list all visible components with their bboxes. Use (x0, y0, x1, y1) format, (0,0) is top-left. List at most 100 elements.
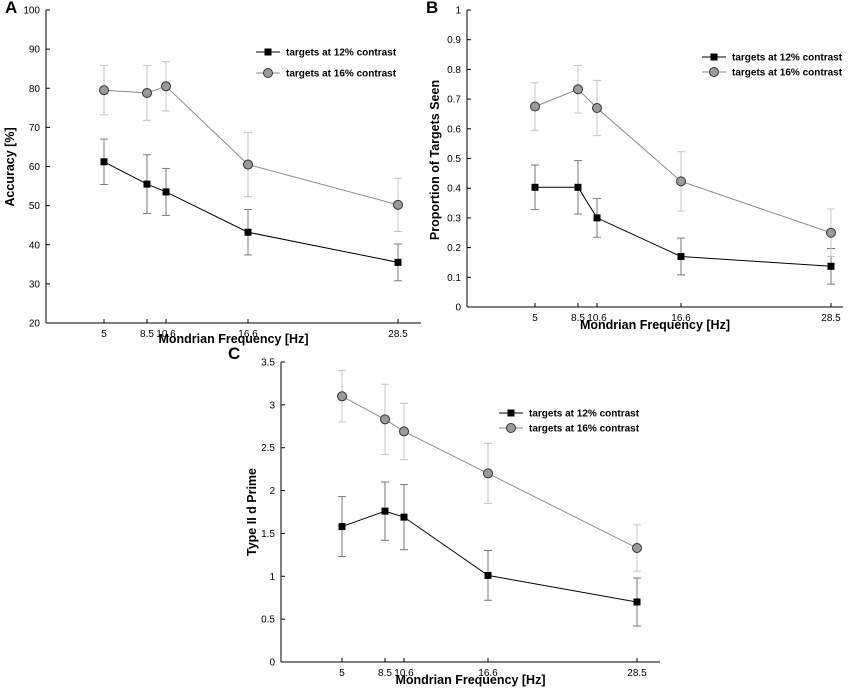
panel-a-y-tick-label: 70 (29, 123, 41, 134)
panel-a-series-12pct-point (100, 158, 108, 166)
panel-c-x-axis-label: Mondrian Frequency [Hz] (395, 673, 545, 687)
panel-c-series-12pct-point (633, 598, 641, 606)
panel-c-y-axis-label: Type II d Prime (245, 468, 259, 556)
panel-c-series-12pct-point (381, 507, 389, 515)
panel-b-series-16pct-point (573, 84, 583, 95)
panel-a-series-12pct-line (103, 161, 399, 263)
panel-b-x-tick-label: 16.6 (671, 313, 691, 324)
panel-b-x-tick-label: 8.5 (571, 313, 585, 324)
panel-c-y-tick-label: 2 (269, 486, 275, 497)
panel-a-series-12pct-point (143, 180, 151, 188)
panel-label-a: A (5, 0, 18, 17)
panel-a-series-16pct-legend-marker (263, 68, 273, 78)
panel-a-y-tick-label: 50 (29, 201, 41, 212)
panel-a-series-12pct-point (394, 258, 402, 266)
panel-c-y-tick-label: 3.5 (261, 358, 275, 369)
panel-c-series-16pct-point (380, 414, 390, 425)
panel-a-x-tick-label: 28.5 (388, 329, 408, 340)
panel-c-x-tick-label: 8.5 (378, 668, 392, 679)
panel-c-series-16pct-point (399, 426, 409, 437)
panel-c-y-tick-label: 0.5 (261, 615, 275, 626)
panel-c-chart: 0 0.5 1 1.5 2 2.5 3 3.5 5 8.5 10.6 16.6 28.5 Mondrian… (245, 358, 660, 687)
panel-a-series-16pct-point (99, 85, 109, 96)
panel-c-series-12pct-point (484, 571, 492, 579)
panel-c-series-16pct-legend-label: targets at 16% contrast (529, 424, 640, 435)
panel-b-y-axis-label: Proportion of Targets Seen (428, 80, 442, 240)
panel-b-y-tick-label: 0.8 (447, 65, 461, 76)
panel-b-series-16pct-legend-marker (709, 67, 719, 77)
panel-a-series-12pct-legend-label: targets at 12% contrast (286, 48, 397, 59)
panel-c-series-12pct-point (338, 523, 346, 531)
panel-b-series-16pct-point (592, 103, 602, 114)
panel-b-series-16pct-point (530, 101, 540, 112)
panel-c-series-16pct-legend-marker (506, 423, 516, 433)
panel-b-x-tick-label: 10.6 (587, 313, 607, 324)
panel-c-series-12pct-legend-marker (507, 409, 515, 417)
panel-a-y-axis-label: Accuracy [%] (3, 127, 17, 206)
panel-a-y-tick-label: 40 (29, 240, 41, 251)
panel-a-series-16pct-point (161, 81, 171, 92)
panel-a-y-tick-label: 80 (29, 84, 41, 95)
panel-b-x-tick-label: 5 (532, 313, 538, 324)
panel-a-series-12pct-legend-marker (264, 48, 272, 56)
panel-a-y-tick-label: 30 (29, 279, 41, 290)
panel-c-series-12pct-legend-label: targets at 12% contrast (529, 409, 640, 420)
panel-b-x-axis-label: Mondrian Frequency [Hz] (580, 318, 730, 332)
panel-b-y-tick-label: 0.3 (447, 213, 461, 224)
panel-a-series-16pct-legend-label: targets at 16% contrast (286, 69, 397, 80)
panel-c-y-tick-label: 1.5 (261, 529, 275, 540)
panel-c-x-tick-label: 28.5 (627, 668, 647, 679)
panel-c-x-tick-label: 16.6 (478, 668, 498, 679)
panel-a-y-tick-label: 100 (23, 6, 40, 17)
panel-b-series-16pct-point (826, 227, 836, 238)
panel-c-y-tick-label: 3 (269, 400, 275, 411)
panel-c-y-tick-label: 0 (269, 658, 275, 669)
panel-b-y-tick-label: 0.5 (447, 154, 461, 165)
panel-b-chart: 0 0.1 0.2 0.3 0.4 0.5 0.6 0.7 0.8 0.9 1 5 8.5 10.6 16.… (428, 6, 843, 332)
panel-c-series-16pct-point (337, 391, 347, 402)
panel-b-series-16pct-legend-label: targets at 16% contrast (732, 68, 843, 79)
panel-a-x-tick-label: 16.6 (238, 329, 258, 340)
panel-a-x-tick-label: 8.5 (140, 329, 154, 340)
panel-label-c: C (228, 344, 241, 363)
panel-c-series-12pct-point (400, 513, 408, 521)
panel-b-series-12pct-point (827, 262, 835, 270)
panel-a-y-tick-label: 20 (29, 319, 41, 330)
panel-b-series-12pct-point (574, 183, 582, 191)
panel-c-x-tick-label: 5 (339, 668, 345, 679)
panel-a-series-16pct-point (142, 87, 152, 98)
panel-a-y-tick-label: 60 (29, 162, 41, 173)
panel-a-series-12pct-point (162, 188, 170, 196)
panel-c-series-16pct-point (632, 543, 642, 553)
panel-a-series-16pct-point (393, 199, 403, 210)
panel-b-series-12pct-point (593, 214, 601, 222)
panel-a-x-axis-label: Mondrian Frequency [Hz] (158, 332, 308, 346)
panel-a-series-12pct-point (244, 228, 252, 236)
panel-c-x-tick-label: 10.6 (394, 668, 414, 679)
panel-b-y-tick-label: 0.7 (447, 95, 461, 106)
panel-c-y-tick-label: 1 (269, 572, 275, 583)
panel-b-series-16pct-point (676, 176, 686, 187)
panel-b-y-tick-label: 0.9 (447, 35, 461, 46)
panel-label-b: B (426, 0, 439, 17)
panel-a-chart: 20 30 40 50 60 70 80 90 100 5 8.5 10.6 16.6 28.5 Mondr… (3, 6, 421, 346)
panel-c-y-tick-label: 2.5 (261, 443, 275, 454)
panel-b-x-tick-label: 28.5 (821, 313, 841, 324)
panel-c-series-12pct-line (341, 510, 638, 603)
panel-b-y-tick-label: 0.6 (447, 124, 461, 135)
panel-a-x-tick-label: 10.6 (156, 329, 176, 340)
panel-c-series-16pct-point (483, 468, 493, 479)
panel-b-series-12pct-legend-marker (710, 53, 718, 61)
panel-b-y-tick-label: 0.1 (447, 273, 461, 284)
panel-b-series-12pct-point (677, 253, 685, 261)
panel-a-series-16pct-point (243, 159, 253, 170)
panel-b-y-tick-label: 1 (455, 6, 461, 17)
panel-b-y-tick-label: 0.2 (447, 243, 461, 254)
panel-b-y-tick-label: 0.4 (447, 184, 461, 195)
panel-b-y-tick-label: 0 (455, 303, 461, 314)
panel-a-y-tick-label: 90 (29, 45, 41, 56)
panel-a-x-tick-label: 5 (101, 329, 107, 340)
panel-b-series-12pct-point (531, 183, 539, 191)
panel-b-series-12pct-legend-label: targets at 12% contrast (732, 53, 843, 64)
